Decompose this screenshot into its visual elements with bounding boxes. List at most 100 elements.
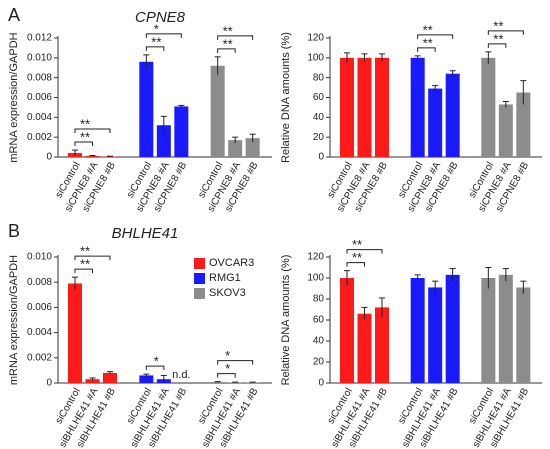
bar <box>228 140 243 157</box>
bar <box>445 73 460 157</box>
annotation: ** <box>352 237 362 252</box>
y-axis-label: Relative DNA amounts (%) <box>280 255 292 386</box>
annotation: ** <box>80 129 90 144</box>
y-tick-label: 0 <box>318 152 324 163</box>
y-tick-label: 60 <box>313 315 325 326</box>
bar <box>68 283 82 383</box>
bar <box>516 92 531 157</box>
bar <box>340 278 354 383</box>
y-tick-label: 120 <box>307 252 324 263</box>
annotation: ** <box>493 18 503 33</box>
y-tick-label: 100 <box>307 273 324 284</box>
y-tick-label: 80 <box>313 72 325 83</box>
annotation: ** <box>80 257 90 272</box>
annotation: ** <box>423 22 433 37</box>
annotation: ** <box>80 244 90 259</box>
y-tick-label: 0 <box>318 378 324 389</box>
significance-bracket <box>74 255 111 261</box>
y-tick-label: 0 <box>46 152 52 163</box>
y-tick-label: 100 <box>307 52 324 63</box>
y-tick-label: 0.008 <box>27 72 52 83</box>
panel-title: CPNE8 <box>135 9 186 26</box>
significance-bracket <box>217 360 254 365</box>
bar <box>428 88 443 157</box>
bar <box>103 372 117 383</box>
y-tick-label: 60 <box>313 92 325 103</box>
annotation: n.d. <box>172 369 190 381</box>
bar <box>210 65 225 157</box>
annotation: ** <box>223 36 233 51</box>
y-tick-label: 20 <box>313 357 325 368</box>
significance-bracket <box>74 268 93 274</box>
bar <box>340 57 354 158</box>
y-tick-label: 0.010 <box>27 52 52 63</box>
bar <box>428 287 443 383</box>
y-axis-label: mRNA expression/GAPDH <box>8 32 20 162</box>
legend-label: OVCAR3 <box>209 257 254 269</box>
y-tick-label: 0.002 <box>27 132 52 143</box>
bar <box>375 307 389 383</box>
y-tick-label: 0.006 <box>27 92 52 103</box>
annotation: ** <box>352 250 362 265</box>
bar <box>357 313 372 383</box>
significance-bracket <box>217 35 254 40</box>
y-tick-label: 0.004 <box>27 112 52 123</box>
bar <box>375 57 389 158</box>
annotation: * <box>225 361 230 376</box>
bar <box>139 61 154 157</box>
significance-bracket <box>145 46 165 51</box>
annotation: ** <box>223 23 233 38</box>
bar <box>156 125 171 157</box>
significance-bracket <box>74 141 93 147</box>
significance-bracket <box>417 34 454 39</box>
bar <box>85 379 100 383</box>
y-tick-label: 80 <box>313 294 325 305</box>
panel-label: B <box>8 221 20 241</box>
annotation: ** <box>493 31 503 46</box>
bar <box>245 138 260 157</box>
bar <box>445 274 460 383</box>
bar <box>481 57 496 158</box>
bar <box>410 278 425 383</box>
bar <box>498 274 513 383</box>
legend-swatch <box>194 288 205 299</box>
y-tick-label: 0.002 <box>27 352 52 363</box>
significance-bracket <box>487 43 507 48</box>
y-axis-label: Relative DNA amounts (%) <box>280 32 292 163</box>
significance-bracket <box>145 365 165 371</box>
significance-bracket <box>346 249 383 254</box>
annotation: * <box>154 354 159 369</box>
y-tick-label: 0.008 <box>27 277 52 288</box>
significance-bracket <box>217 48 236 53</box>
significance-bracket <box>145 33 182 38</box>
bar <box>410 57 425 158</box>
legend-label: SKOV3 <box>209 287 246 299</box>
significance-bracket <box>417 47 436 52</box>
y-tick-label: 0.006 <box>27 302 52 313</box>
annotation: ** <box>80 116 90 131</box>
bar <box>139 375 154 383</box>
y-tick-label: 20 <box>313 132 325 143</box>
y-tick-label: 120 <box>307 33 324 44</box>
bar <box>245 382 260 383</box>
significance-bracket <box>346 262 365 267</box>
y-tick-label: 0.010 <box>27 252 52 263</box>
bar <box>498 104 513 157</box>
y-tick-label: 0 <box>46 378 52 389</box>
significance-bracket <box>487 30 524 35</box>
y-tick-label: 0.012 <box>27 33 52 44</box>
bar <box>357 57 372 158</box>
legend-swatch <box>194 258 205 269</box>
legend-swatch <box>194 273 205 284</box>
bar <box>228 382 243 383</box>
y-tick-label: 0.004 <box>27 327 52 338</box>
y-tick-label: 40 <box>313 112 325 123</box>
annotation: ** <box>151 34 161 49</box>
bar <box>174 106 189 157</box>
y-axis-label: mRNA expression/GAPDH <box>8 255 20 385</box>
significance-bracket <box>217 373 236 378</box>
bar <box>516 287 531 383</box>
bar <box>210 381 225 383</box>
significance-bracket <box>74 128 111 134</box>
